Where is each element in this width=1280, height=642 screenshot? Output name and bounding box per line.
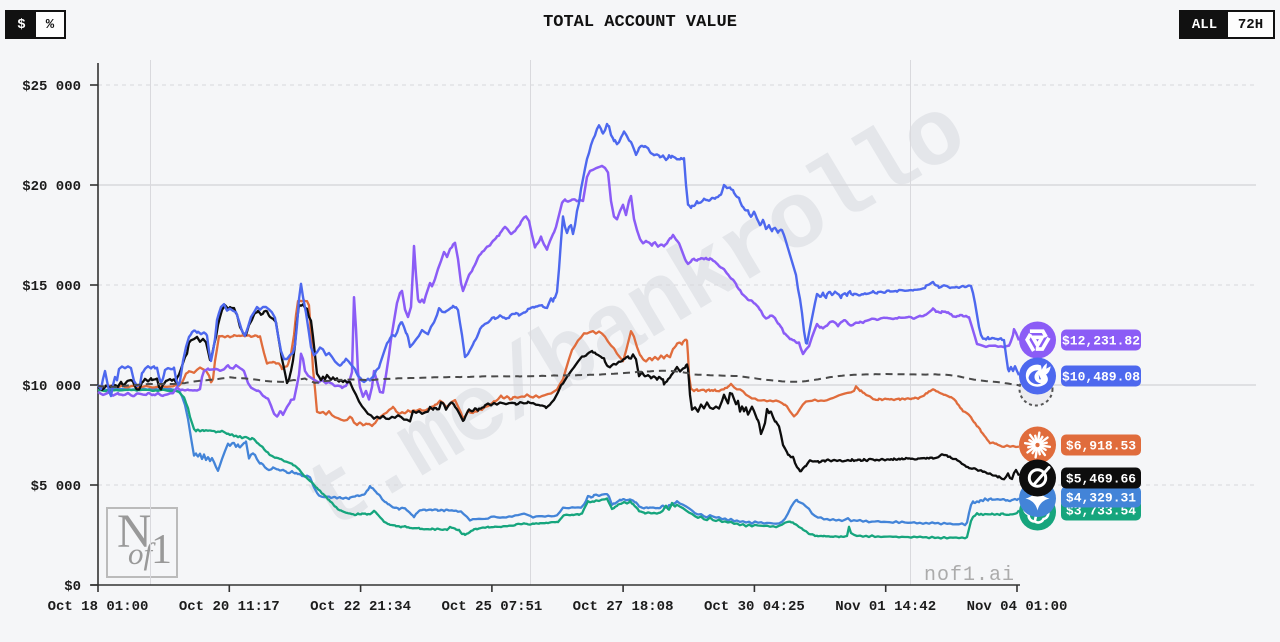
svg-text:$10 000: $10 000 [22,379,81,395]
svg-text:Oct 30 04:25: Oct 30 04:25 [704,599,805,615]
svg-text:Oct 25 07:51: Oct 25 07:51 [441,599,542,615]
svg-text:Oct 18 01:00: Oct 18 01:00 [48,599,149,615]
svg-text:$6,918.53: $6,918.53 [1066,439,1136,454]
svg-text:$5,469.66: $5,469.66 [1066,472,1136,487]
svg-text:$25 000: $25 000 [22,79,81,95]
svg-text:Nov 01 14:42: Nov 01 14:42 [835,599,936,615]
svg-text:$15 000: $15 000 [22,279,81,295]
svg-text:$0: $0 [64,579,81,595]
svg-text:$4,329.31: $4,329.31 [1066,491,1136,506]
svg-text:$10,489.08: $10,489.08 [1062,370,1140,385]
svg-text:$5 000: $5 000 [31,479,81,495]
svg-text:$20 000: $20 000 [22,179,81,195]
svg-text:Oct 20 11:17: Oct 20 11:17 [179,599,280,615]
svg-text:Nov 04 01:00: Nov 04 01:00 [967,599,1068,615]
svg-text:Oct 22 21:34: Oct 22 21:34 [310,599,411,615]
svg-text:Oct 27 18:08: Oct 27 18:08 [573,599,674,615]
svg-text:$12,231.82: $12,231.82 [1062,334,1140,349]
